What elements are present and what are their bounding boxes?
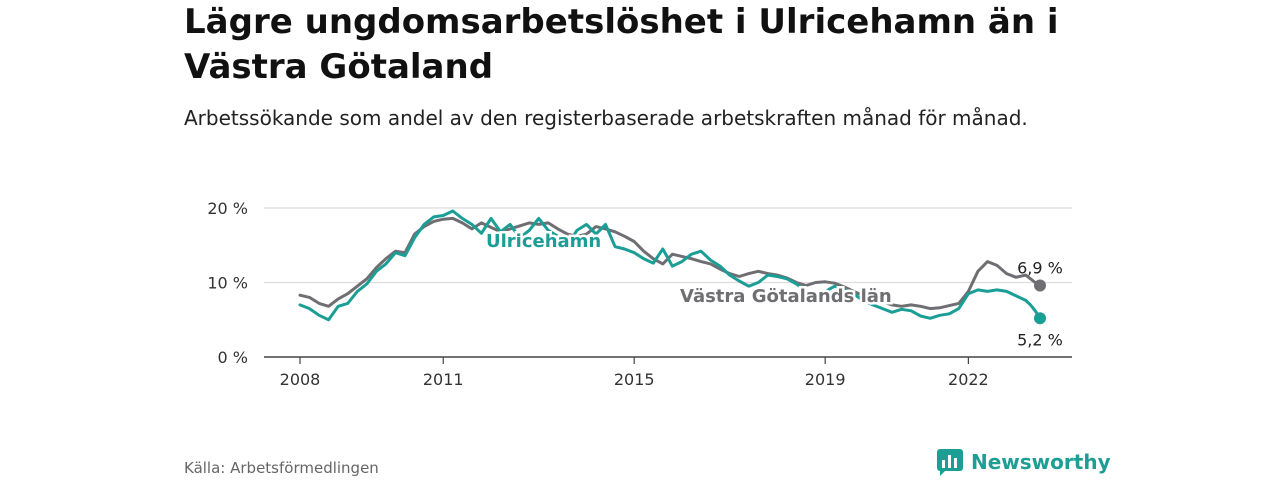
series-line-v-stra-g-talands-l-n xyxy=(298,216,1042,311)
series-label-ulricehamn: Ulricehamn xyxy=(486,231,601,252)
y-tick-label: 20 % xyxy=(207,199,248,218)
label-layer: 6,9 % 5,2 % Ulricehamn Västra Götalands län xyxy=(484,229,1063,350)
source-note: Källa: Arbetsförmedlingen xyxy=(184,459,379,477)
line-chart: 0 % 10 % 20 % 2008 2011 2015 2019 2022 6,9 % 5,… xyxy=(207,199,1072,389)
newsworthy-logo-icon xyxy=(937,449,963,476)
x-tick-label: 2008 xyxy=(280,370,321,389)
x-tick-label: 2015 xyxy=(614,370,655,389)
x-tick-label: 2022 xyxy=(948,370,989,389)
brand-logo[interactable]: Newsworthy xyxy=(936,448,1111,476)
x-axis: 2008 2011 2015 2019 2022 xyxy=(280,357,989,389)
chart-title: Lägre ungdomsarbetslöshet i Ulricehamn ä… xyxy=(184,2,1059,87)
y-tick-label: 0 % xyxy=(218,348,248,367)
end-marker-v-stra-g-talands-l-n xyxy=(1034,279,1046,292)
series-line-ulricehamn xyxy=(298,209,1042,322)
y-tick-label: 10 % xyxy=(207,274,248,293)
end-marker-ulricehamn xyxy=(1034,312,1046,325)
chart-subtitle: Arbetssökande som andel av den registerb… xyxy=(184,106,1028,130)
series-label-vastra-gotalands-lan: Västra Götalands län xyxy=(680,286,892,307)
end-value-label-v-stra-g-talands-l-n: 6,9 % xyxy=(1017,258,1063,277)
x-tick-label: 2011 xyxy=(423,370,464,389)
brand-name: Newsworthy xyxy=(971,450,1111,474)
grid-layer: 0 % 10 % 20 % xyxy=(207,199,1072,367)
series-layer xyxy=(298,209,1042,322)
x-tick-label: 2019 xyxy=(805,370,846,389)
end-value-label-ulricehamn: 5,2 % xyxy=(1017,330,1063,349)
